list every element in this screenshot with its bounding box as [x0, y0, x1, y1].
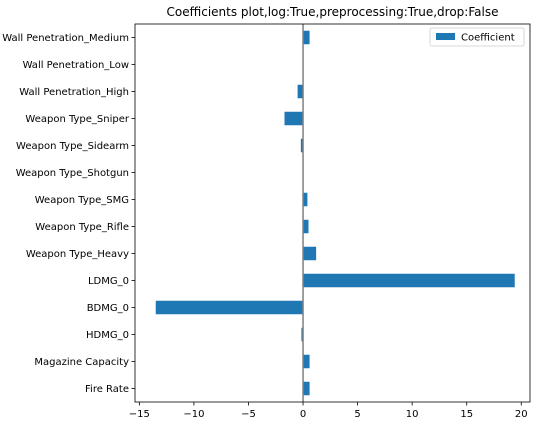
bar-weapon-type-heavy — [303, 246, 317, 261]
bar-magazine-capacity — [303, 354, 310, 369]
y-tick-label: BDMG_0 — [87, 303, 129, 314]
bar-weapon-type-sniper — [284, 111, 304, 126]
x-tick-label: −5 — [241, 409, 256, 420]
y-tick-label: HDMG_0 — [86, 330, 129, 341]
bar-hdmg-0 — [301, 327, 304, 342]
x-tick-label: 5 — [354, 409, 360, 420]
bar-fire-rate — [303, 381, 310, 396]
legend: Coefficient — [429, 27, 525, 47]
y-tick-label: Fire Rate — [85, 384, 129, 395]
bar-wall-penetration-medium — [303, 30, 310, 45]
y-tick-label: Weapon Type_Sniper — [25, 114, 129, 125]
legend-label: Coefficient — [461, 33, 515, 44]
legend-box — [429, 27, 525, 47]
x-tick-label: −10 — [183, 409, 204, 420]
plot-frame — [134, 23, 531, 403]
x-tick-label: 15 — [460, 409, 473, 420]
bar-bdmg-0 — [155, 300, 304, 315]
y-tick-label: Magazine Capacity — [34, 357, 129, 368]
y-tick-label: Weapon Type_SMG — [35, 195, 129, 206]
y-tick-label: Wall Penetration_High — [19, 87, 129, 98]
x-tick-label: −15 — [129, 409, 150, 420]
x-tick-label: 20 — [515, 409, 528, 420]
bar-weapon-type-rifle — [303, 219, 309, 234]
y-axis: Fire Rate Magazine Capacity HDMG_0 BDMG_0 LD… — [2, 33, 135, 395]
y-tick-label: Weapon Type_Rifle — [35, 222, 129, 233]
x-tick-label: 0 — [300, 409, 306, 420]
x-tick-label: 10 — [406, 409, 419, 420]
y-tick-label: Weapon Type_Heavy — [26, 249, 129, 260]
bars-layer — [155, 30, 515, 396]
y-tick-label: Weapon Type_Sidearm — [16, 141, 129, 152]
bar-ldmg-0 — [303, 273, 515, 288]
legend-swatch — [436, 33, 455, 40]
bar-weapon-type-smg — [303, 192, 308, 207]
y-tick-label: Weapon Type_Shotgun — [16, 168, 129, 179]
bar-wall-penetration-high — [297, 84, 304, 99]
chart-title: Coefficients plot,log:True,preprocessing… — [167, 5, 499, 19]
y-tick-label: Wall Penetration_Medium — [2, 33, 129, 44]
y-tick-label: Wall Penetration_Low — [23, 60, 129, 71]
bar-weapon-type-sidearm — [300, 138, 304, 153]
x-axis: −15 −10 −5 0 5 10 15 20 — [129, 402, 528, 420]
y-tick-label: LDMG_0 — [88, 276, 129, 287]
